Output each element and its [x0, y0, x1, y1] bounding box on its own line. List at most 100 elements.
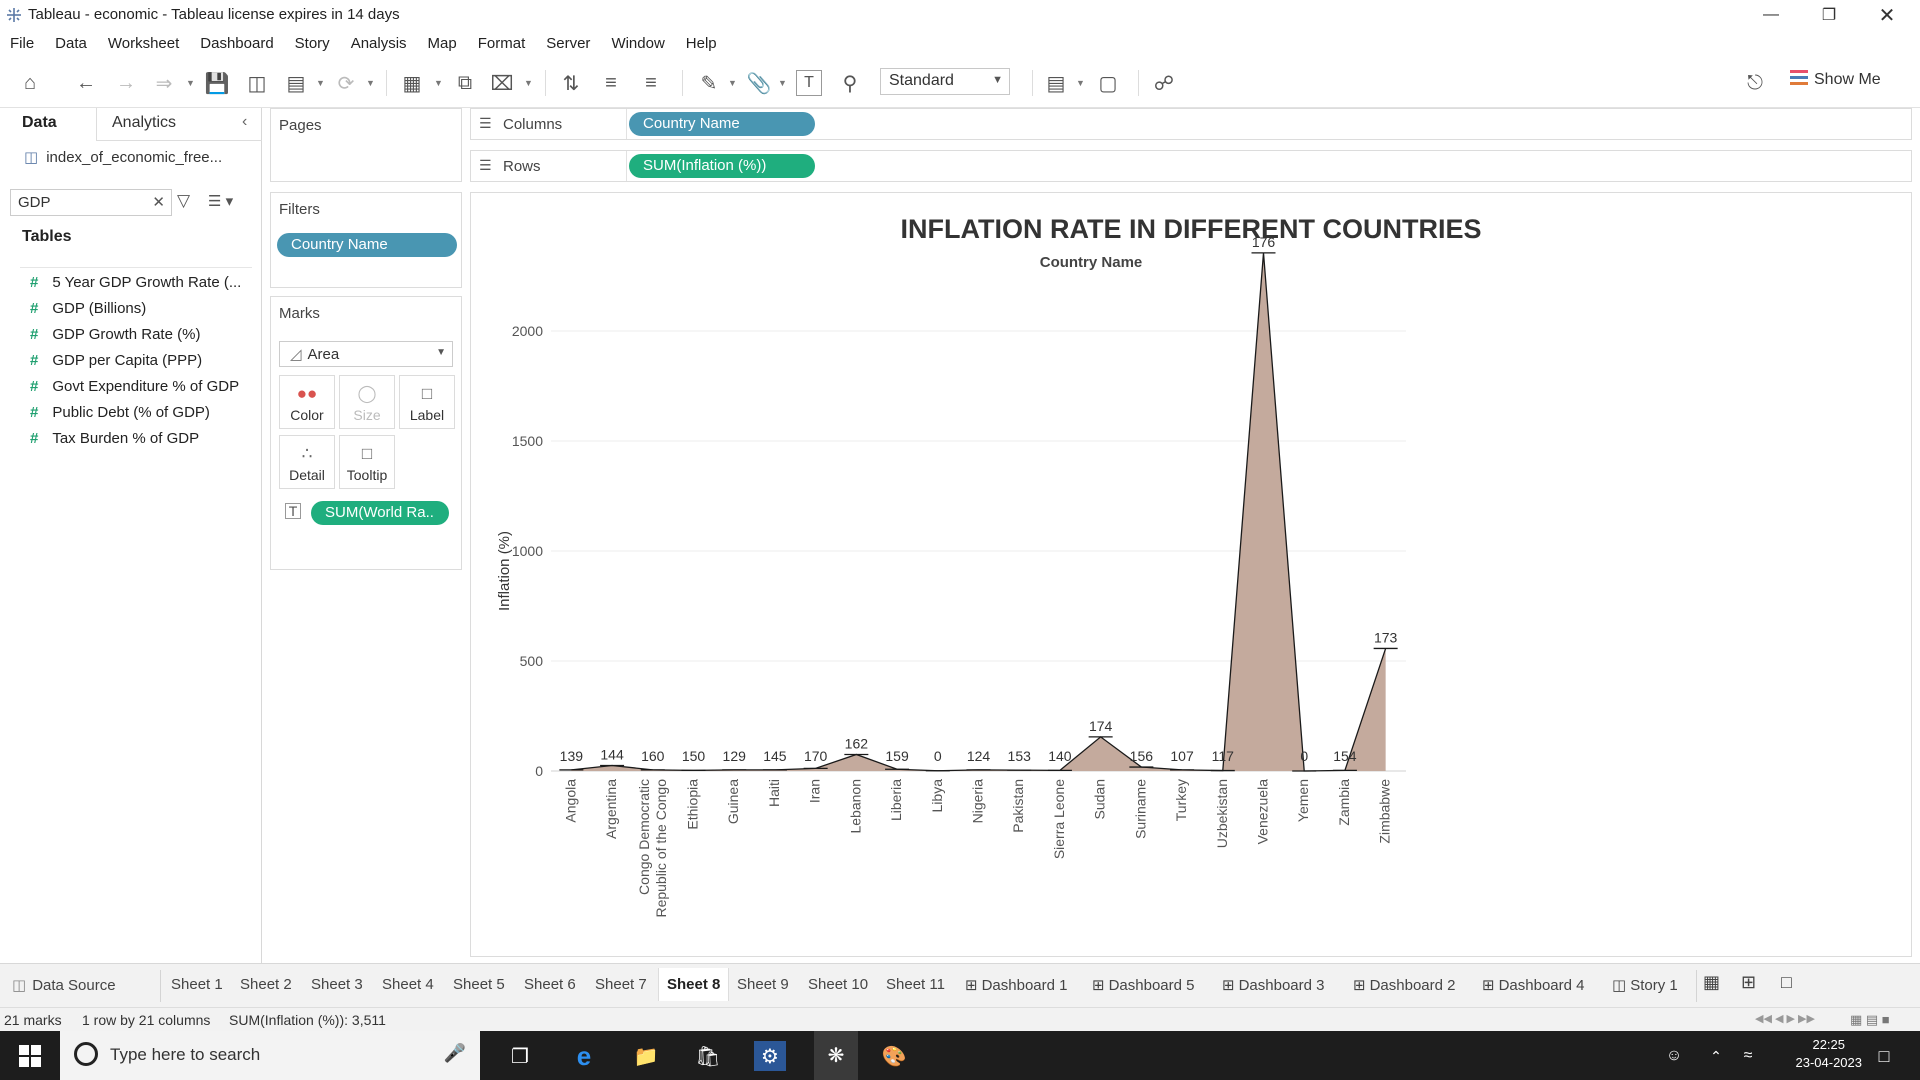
menu-story[interactable]: Story: [294, 34, 330, 52]
tab-sheet-10[interactable]: Sheet 10: [808, 976, 869, 993]
field-item[interactable]: # GDP Growth Rate (%): [30, 326, 201, 343]
share-icon[interactable]: ☍: [1153, 72, 1175, 95]
clear-dropdown-icon[interactable]: ▼: [524, 78, 533, 88]
menu-worksheet[interactable]: Worksheet: [107, 34, 180, 52]
tray-chevron-icon[interactable]: ⌃: [1710, 1047, 1722, 1064]
field-item[interactable]: # GDP (Billions): [30, 300, 147, 317]
swap-rows-columns-icon[interactable]: ⇅: [562, 72, 580, 95]
tab-sheet-1[interactable]: Sheet 1: [171, 976, 223, 993]
save-icon[interactable]: 💾: [204, 72, 230, 95]
mark-pill-world-rank[interactable]: SUM(World Ra..: [311, 501, 449, 525]
menu-dashboard[interactable]: Dashboard: [200, 34, 274, 52]
collapse-pane-icon[interactable]: ‹: [242, 113, 248, 130]
clock[interactable]: 22:25 23-04-2023: [1796, 1037, 1863, 1070]
tab-sheet-4[interactable]: Sheet 4: [382, 976, 434, 993]
pause-updates-icon[interactable]: ▤: [286, 72, 306, 95]
show-mark-labels-icon[interactable]: T: [796, 70, 822, 96]
viz-canvas[interactable]: INFLATION RATE IN DIFFERENT COUNTRIES Co…: [470, 192, 1912, 957]
new-worksheet-icon[interactable]: ▦: [1703, 972, 1721, 992]
wifi-icon[interactable]: ≈: [1743, 1047, 1753, 1064]
highlight-icon[interactable]: ✎: [700, 72, 718, 95]
refresh-dropdown-icon[interactable]: ▼: [366, 78, 375, 88]
pages-shelf[interactable]: Pages: [270, 108, 462, 182]
menu-analysis[interactable]: Analysis: [350, 34, 407, 52]
refresh-icon[interactable]: ⟳: [337, 72, 355, 95]
field-item[interactable]: #5 Year GDP Growth Rate (...: [30, 274, 242, 291]
tab-analytics[interactable]: Analytics: [112, 114, 177, 131]
redo-icon[interactable]: →: [116, 71, 136, 94]
tab-data-source[interactable]: ◫ Data Source: [12, 977, 116, 994]
cards-icon[interactable]: ▤: [1046, 72, 1066, 95]
tab-dashboard-1[interactable]: ⊞ Dashboard 1: [965, 977, 1068, 994]
menu-window[interactable]: Window: [611, 34, 665, 52]
notifications-icon[interactable]: □: [1878, 1045, 1890, 1066]
tab-sheet-7[interactable]: Sheet 7: [595, 976, 647, 993]
view-toggle-icon[interactable]: ▦ ▤ ■: [1850, 1012, 1890, 1027]
undo-icon[interactable]: ←: [76, 71, 96, 94]
filter-pill-country-name[interactable]: Country Name: [277, 233, 457, 257]
tab-sheet-9[interactable]: Sheet 9: [737, 976, 789, 993]
new-worksheet-dropdown-icon[interactable]: ▼: [434, 78, 443, 88]
tab-sheet-11[interactable]: Sheet 11: [886, 976, 945, 993]
tab-dashboard-4[interactable]: ⊞ Dashboard 4: [1482, 977, 1585, 994]
cards-dropdown-icon[interactable]: ▼: [1076, 78, 1085, 88]
show-me-button[interactable]: Show Me: [1790, 70, 1881, 89]
group-dropdown-icon[interactable]: ▼: [778, 78, 787, 88]
view-options-icon[interactable]: ☰ ▾: [208, 193, 234, 210]
close-button[interactable]: ✕: [1878, 4, 1896, 27]
windows-start-icon[interactable]: [14, 1041, 46, 1071]
fit-mode-select[interactable]: Standard ▼: [880, 68, 1010, 95]
menu-help[interactable]: Help: [685, 34, 717, 52]
clear-sheet-icon[interactable]: ⌧: [490, 72, 514, 95]
tab-story-1[interactable]: ◫ Story 1: [1612, 977, 1678, 994]
tooltip-button[interactable]: □ Tooltip: [339, 435, 395, 489]
tab-sheet-8[interactable]: Sheet 8: [658, 968, 730, 1001]
field-item[interactable]: # Public Debt (% of GDP): [30, 404, 210, 421]
color-button[interactable]: ●● Color: [279, 375, 335, 429]
tab-sheet-3[interactable]: Sheet 3: [311, 976, 363, 993]
home-icon[interactable]: ⌂: [23, 71, 37, 94]
duplicate-sheet-icon[interactable]: ⧉: [457, 71, 473, 94]
columns-pill-country-name[interactable]: Country Name: [629, 112, 815, 136]
mysql-workbench-icon[interactable]: ⚙: [754, 1041, 786, 1071]
people-icon[interactable]: ☺: [1665, 1047, 1683, 1064]
filter-icon[interactable]: ▽: [177, 191, 191, 210]
pause-dropdown-icon[interactable]: ▼: [316, 78, 325, 88]
menu-format[interactable]: Format: [477, 34, 526, 52]
new-worksheet-icon[interactable]: ▦: [402, 72, 422, 95]
tab-sheet-6[interactable]: Sheet 6: [524, 976, 576, 993]
store-icon[interactable]: 🛍: [695, 1045, 721, 1068]
fix-axes-icon[interactable]: ⚲: [842, 72, 858, 95]
new-dashboard-icon[interactable]: ⊞: [1741, 972, 1757, 992]
clear-search-icon[interactable]: ✕: [152, 194, 165, 211]
format-painter-icon[interactable]: ⎋: [1747, 71, 1763, 94]
mark-type-select[interactable]: ◿ Area ▼: [279, 341, 453, 367]
tableau-taskbar-icon[interactable]: ❋: [814, 1031, 858, 1080]
menu-map[interactable]: Map: [427, 34, 457, 52]
restore-button[interactable]: ❐: [1821, 7, 1837, 24]
rows-shelf[interactable]: ☰ Rows SUM(Inflation (%)): [470, 150, 1912, 182]
tab-data[interactable]: Data: [22, 114, 57, 131]
label-button[interactable]: □ Label: [399, 375, 455, 429]
minimize-button[interactable]: —: [1763, 6, 1779, 23]
group-members-icon[interactable]: 📎: [746, 72, 772, 95]
paint-icon[interactable]: 🎨: [881, 1045, 907, 1068]
sort-descending-icon[interactable]: ≡: [645, 71, 657, 94]
new-datasource-icon[interactable]: ◫: [247, 72, 267, 95]
tab-sheet-5[interactable]: Sheet 5: [453, 976, 505, 993]
field-item[interactable]: # Govt Expenditure % of GDP: [30, 378, 240, 395]
highlight-dropdown-icon[interactable]: ▼: [728, 78, 737, 88]
replay-icon[interactable]: ⇒: [155, 72, 173, 95]
inflation-chart[interactable]: INFLATION RATE IN DIFFERENT COUNTRIES Co…: [471, 193, 1911, 956]
menu-file[interactable]: File: [10, 34, 35, 52]
task-view-icon[interactable]: ❐: [511, 1045, 529, 1068]
field-item[interactable]: # GDP per Capita (PPP): [30, 352, 203, 369]
tab-dashboard-3[interactable]: ⊞ Dashboard 3: [1222, 977, 1325, 994]
search-field[interactable]: GDP ✕: [10, 189, 172, 216]
size-button[interactable]: ◯ Size: [339, 375, 395, 429]
microphone-icon[interactable]: 🎤: [443, 1043, 466, 1063]
rows-pill-inflation[interactable]: SUM(Inflation (%)): [629, 154, 815, 178]
new-story-icon[interactable]: □: [1781, 972, 1792, 992]
columns-shelf[interactable]: ☰ Columns Country Name: [470, 108, 1912, 140]
field-item[interactable]: # Tax Burden % of GDP: [30, 430, 200, 447]
